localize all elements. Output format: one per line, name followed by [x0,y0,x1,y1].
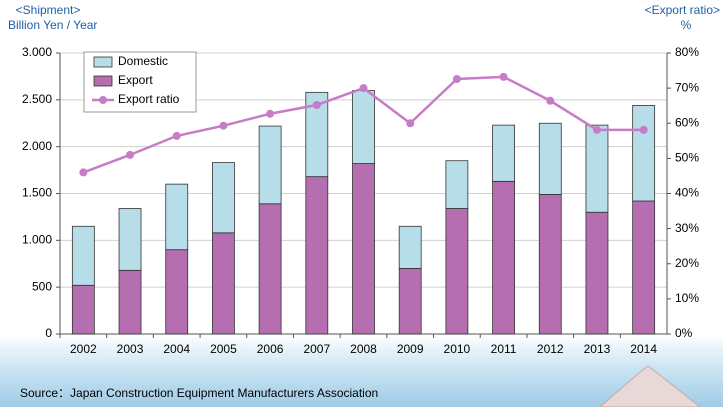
x-tick-label: 2008 [350,342,377,356]
bar-segment [352,90,375,164]
bar-segment [398,225,422,269]
x-tick-label: 2011 [491,342,517,356]
mountain-icon [599,365,701,407]
y2-axis-label: % [681,18,692,32]
y2-tick-label: 10% [675,291,699,305]
y-tick-label: 500 [32,279,52,293]
bar-segment [352,163,375,335]
y-tick-label: 2.000 [22,139,52,153]
ratio-point [452,74,461,83]
x-tick-label: 2004 [163,342,190,356]
x-tick-label: 2010 [444,342,471,356]
bar-segment [632,105,656,202]
bar-segment [445,208,469,335]
bar-segment [538,122,562,195]
x-tick-label: 2012 [537,342,564,356]
y-axis-label: Billion Yen / Year [8,18,97,32]
y-tick-label: 1.500 [22,186,52,200]
bar-segment [585,124,609,213]
bar-segment [71,225,95,286]
ratio-point [79,168,88,177]
legend-swatch [93,56,113,68]
legend-label: Export ratio [118,92,180,106]
y2-tick-label: 40% [675,186,699,200]
y-axis-heading: <Shipment> [16,3,81,17]
ratio-point [546,96,555,105]
bar-segment [258,125,282,205]
x-tick-label: 2007 [303,342,330,356]
ratio-point [499,72,508,81]
y2-tick-label: 20% [675,256,699,270]
ratio-point [172,131,181,140]
y-tick-label: 2.500 [22,92,52,106]
ratio-point [219,121,228,130]
y2-tick-label: 30% [675,221,699,235]
ratio-point [406,119,415,128]
y-tick-label: 0 [45,326,52,340]
legend-label: Export [118,73,153,87]
source-note: Source：Japan Construction Equipment Manu… [20,386,378,400]
legend-label: Domestic [118,54,168,68]
bar-segment [71,284,95,335]
ratio-point [312,100,321,109]
bar-segment [258,203,282,335]
ratio-point [266,109,275,118]
bar-segment [305,91,329,178]
y-tick-label: 1.000 [22,233,52,247]
y2-tick-label: 50% [675,151,699,165]
bar-segment [165,183,189,251]
y2-tick-label: 80% [675,45,699,59]
y2-tick-label: 0% [675,326,693,340]
bar-segment [118,269,142,335]
bar-segment [212,162,235,234]
bar-segment [118,208,142,271]
bar-segment [492,180,515,335]
ratio-point [592,125,601,134]
y2-axis-heading: <Export ratio> [645,3,720,17]
x-tick-label: 2003 [117,342,144,356]
bar-segment [305,176,329,335]
legend-marker [99,96,107,104]
bar-segment [165,249,189,335]
x-tick-label: 2009 [397,342,424,356]
bar-segment [632,200,656,335]
ratio-point [359,84,368,93]
x-tick-label: 2006 [257,342,284,356]
bar-segment [492,124,515,182]
legend-swatch [93,75,113,87]
y2-tick-label: 60% [675,115,699,129]
x-tick-label: 2013 [584,342,611,356]
ratio-point [639,125,648,134]
bar-segment [585,211,609,335]
y-tick-label: 3.000 [22,45,52,59]
y2-tick-label: 70% [675,80,699,94]
bar-segment [445,160,469,209]
bar-segment [538,194,562,335]
x-tick-label: 2005 [210,342,237,356]
bar-segment [212,232,235,335]
x-tick-label: 2002 [70,342,97,356]
x-tick-label: 2014 [630,342,657,356]
bar-segment [398,268,422,335]
ratio-point [126,150,135,159]
